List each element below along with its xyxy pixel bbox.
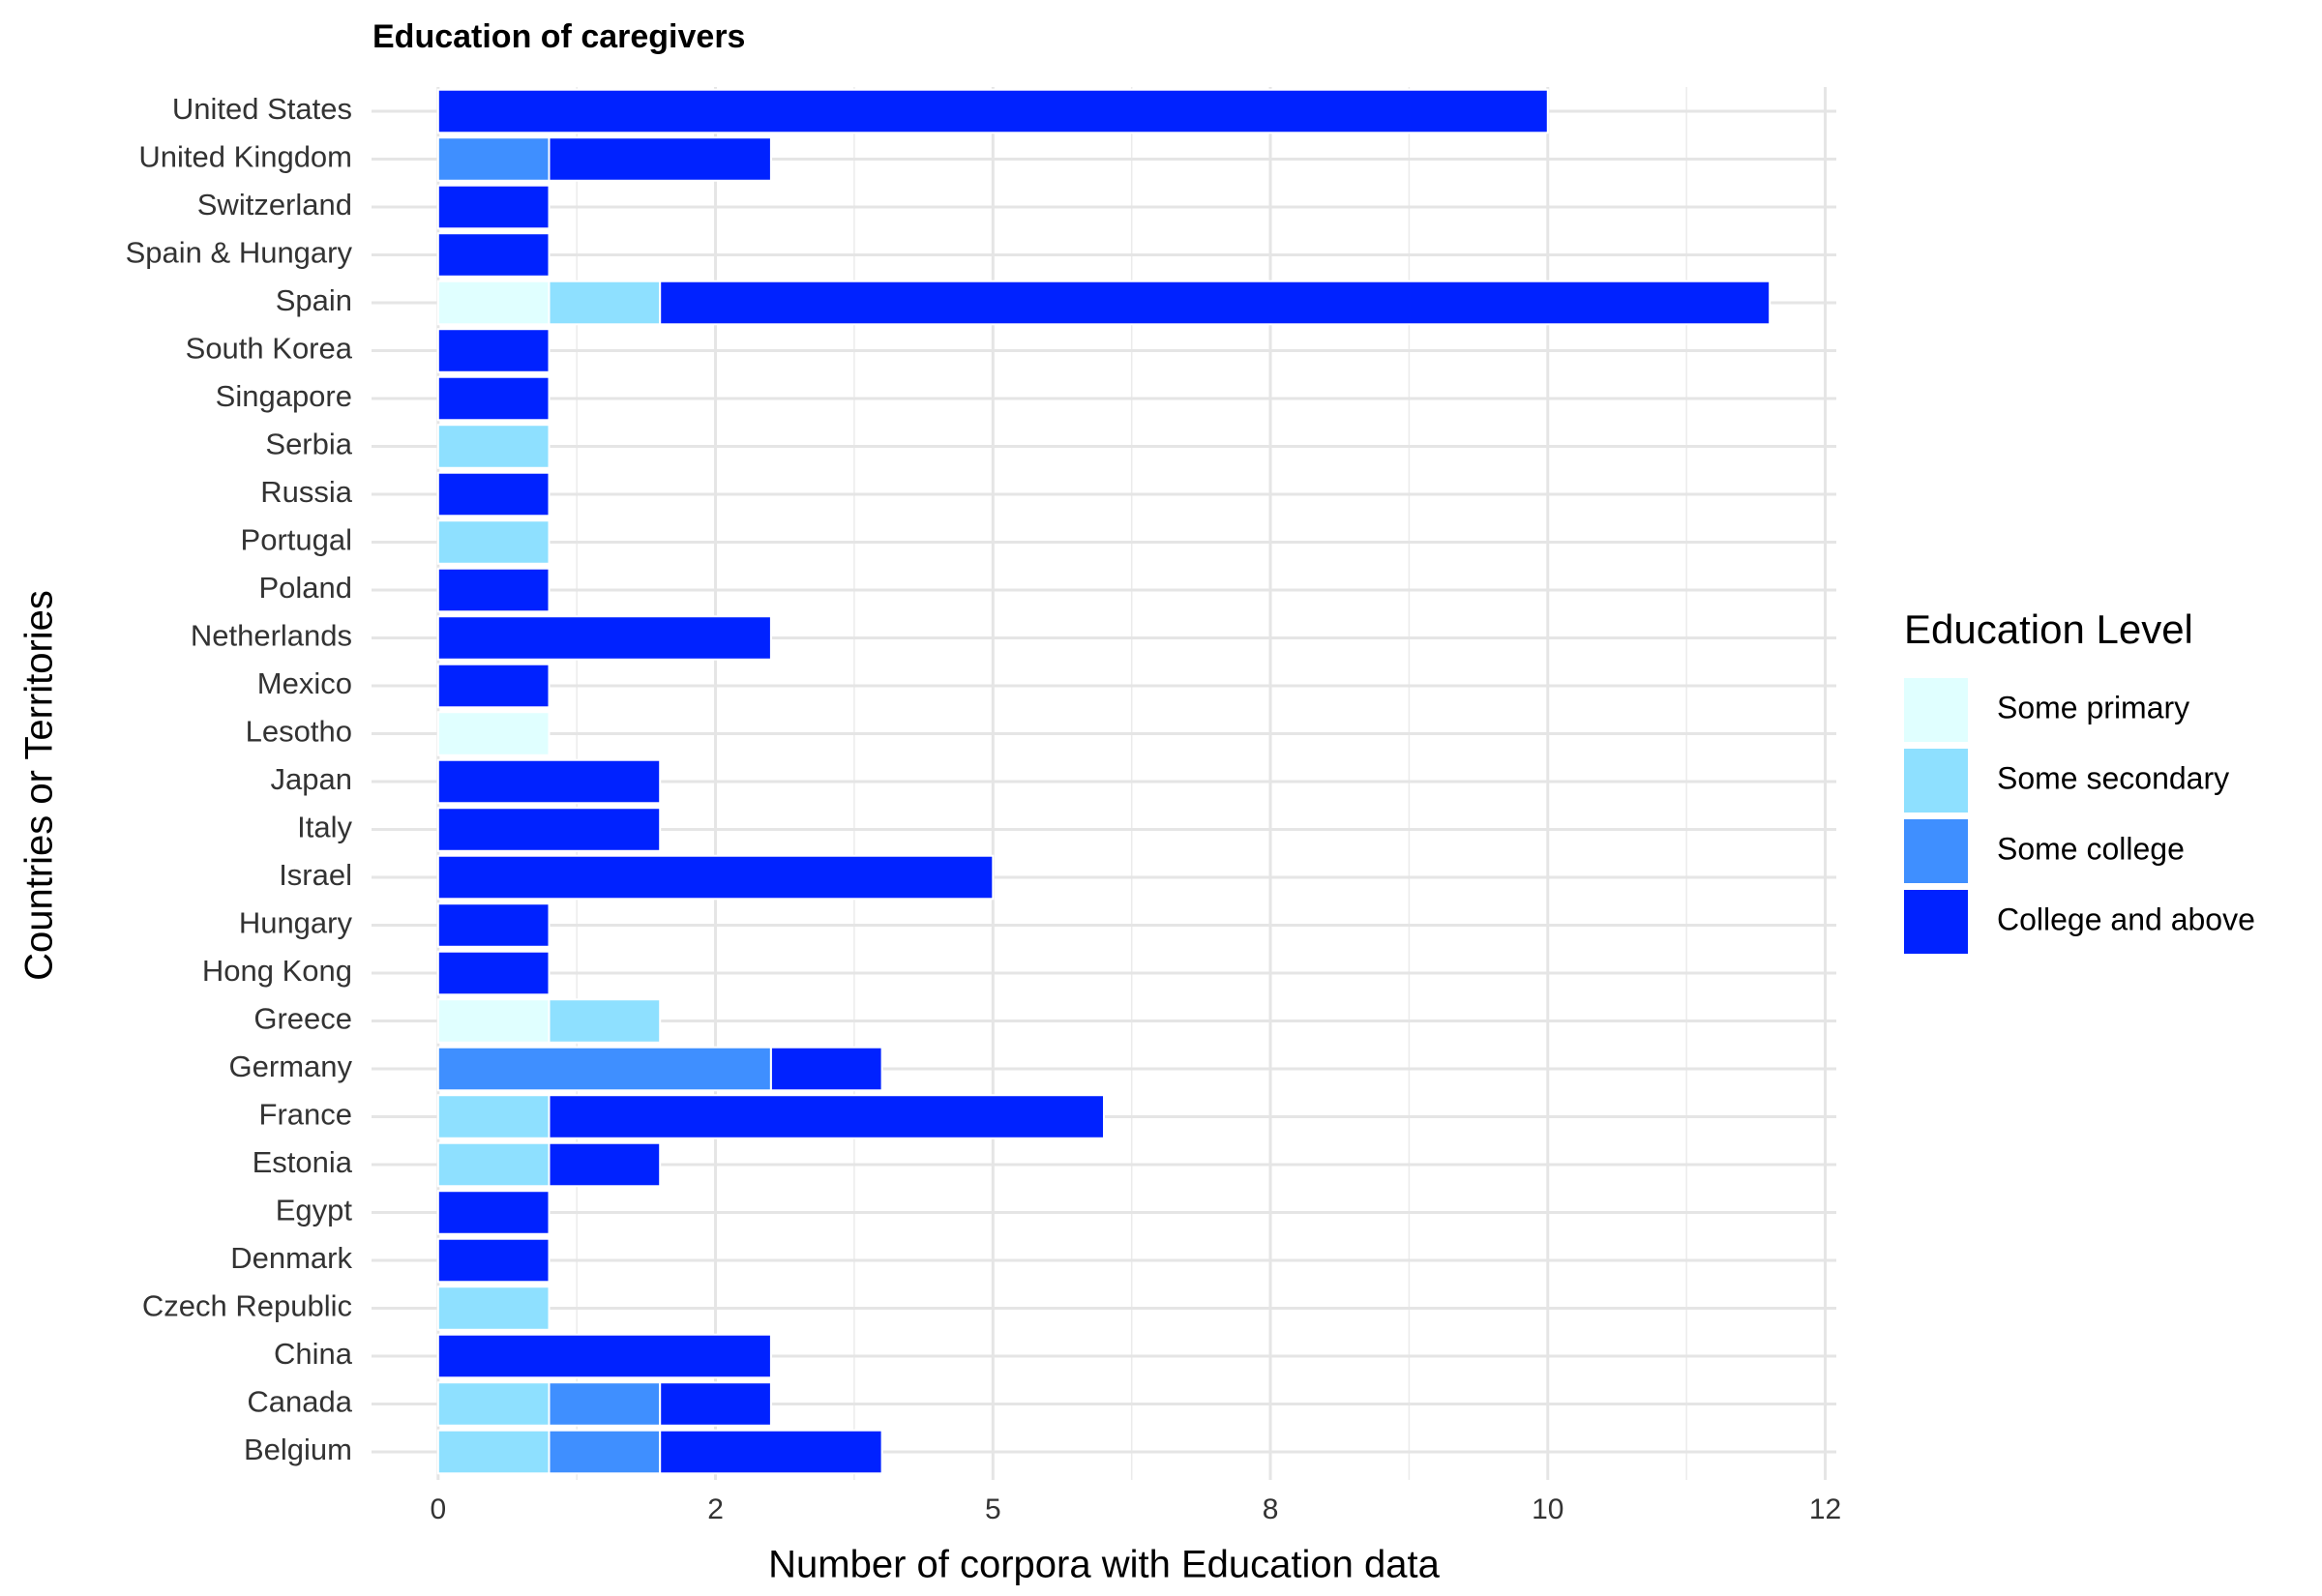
y-tick-label: Singapore	[216, 379, 352, 413]
bar-segment	[659, 1381, 772, 1427]
x-tick-label: 0	[430, 1493, 446, 1525]
legend-label: Some college	[1997, 831, 2185, 866]
bar-segment	[436, 1429, 551, 1475]
bar-segment	[436, 1381, 551, 1427]
x-tick-label: 2	[707, 1493, 724, 1525]
bar-segment	[548, 1429, 662, 1475]
bar-segment	[436, 232, 551, 278]
bar-segment	[436, 615, 772, 661]
y-tick-label: Italy	[297, 811, 352, 844]
y-tick-label: Lesotho	[246, 715, 352, 749]
y-tick-label: Estonia	[253, 1145, 353, 1179]
bar-segment	[548, 1141, 662, 1188]
bar-segment	[436, 519, 551, 565]
bar-segment	[548, 280, 662, 326]
bar-segment	[548, 1094, 1105, 1139]
bar-segment	[436, 1190, 551, 1235]
legend-swatch	[1904, 678, 1968, 742]
x-axis-title: Number of corpora with Education data	[768, 1544, 1440, 1586]
bar-segment	[436, 375, 551, 422]
bar-segment	[436, 280, 551, 326]
y-tick-label: Israel	[279, 858, 352, 892]
y-tick-label: South Korea	[186, 332, 353, 366]
bar-segment	[436, 1046, 772, 1092]
bar-segment	[436, 1333, 772, 1379]
bar-segment	[659, 280, 1771, 326]
y-tick-label: France	[259, 1098, 352, 1132]
bar-segment	[436, 184, 551, 230]
bar-segment	[436, 663, 551, 709]
bar-segment	[436, 758, 662, 805]
bar-segment	[436, 328, 551, 373]
bar-segment	[436, 807, 662, 852]
bar-segment	[436, 711, 551, 756]
bar-segment	[436, 998, 551, 1044]
bar-segment	[436, 567, 551, 613]
y-tick-label: Egypt	[276, 1194, 353, 1227]
y-tick-label: China	[274, 1337, 353, 1371]
y-tick-label: Spain	[276, 283, 352, 317]
bar-segment	[436, 1094, 551, 1139]
legend-swatch	[1904, 819, 1968, 883]
bar-segment	[436, 902, 551, 948]
x-tick-label: 12	[1809, 1493, 1841, 1525]
chart-title: Education of caregivers	[372, 18, 745, 55]
y-tick-label: Greece	[253, 1002, 352, 1036]
legend-swatch	[1904, 749, 1968, 813]
y-tick-label: Serbia	[265, 428, 352, 461]
bar-segment	[436, 950, 551, 996]
y-tick-label: Poland	[258, 571, 352, 605]
legend-label: Some primary	[1997, 690, 2189, 724]
y-tick-label: Spain & Hungary	[126, 236, 353, 270]
y-tick-label: Netherlands	[191, 619, 352, 653]
y-tick-label: Czech Republic	[142, 1289, 352, 1323]
bar-segment	[436, 854, 995, 901]
y-axis-title: Countries or Territories	[18, 590, 61, 981]
y-tick-label: Japan	[271, 762, 352, 796]
y-tick-label: Russia	[260, 475, 353, 509]
bar-segment	[436, 1141, 551, 1188]
y-tick-label: Hungary	[239, 906, 353, 940]
legend-title: Education Level	[1904, 606, 2193, 652]
bar-segment	[436, 1286, 551, 1331]
bar-segment	[548, 998, 662, 1044]
y-tick-label: Belgium	[244, 1433, 352, 1466]
bar-segment	[436, 136, 551, 182]
y-tick-label: Portugal	[241, 523, 352, 557]
x-tick-label: 5	[985, 1493, 1001, 1525]
legend-label: College and above	[1997, 901, 2255, 936]
bar-segment	[436, 424, 551, 469]
bar-segment	[769, 1046, 883, 1092]
y-tick-label: Denmark	[230, 1241, 352, 1275]
y-tick-label: United States	[172, 92, 352, 126]
y-tick-label: Canada	[247, 1385, 352, 1419]
bar-segment	[548, 1381, 662, 1427]
legend-label: Some secondary	[1997, 760, 2229, 795]
bar-segment	[548, 136, 772, 182]
y-tick-label: Switzerland	[197, 188, 352, 222]
bar-segment	[659, 1429, 883, 1475]
x-tick-label: 10	[1532, 1493, 1563, 1525]
bar-segment	[436, 471, 551, 517]
legend-swatch	[1904, 890, 1968, 954]
y-tick-label: United Kingdom	[138, 140, 352, 174]
y-tick-label: Mexico	[257, 666, 352, 700]
bar-segment	[436, 1237, 551, 1284]
y-tick-label: Hong Kong	[202, 954, 352, 988]
x-tick-label: 8	[1263, 1493, 1279, 1525]
y-tick-label: Germany	[229, 1049, 353, 1083]
bar-segment	[436, 88, 1549, 134]
